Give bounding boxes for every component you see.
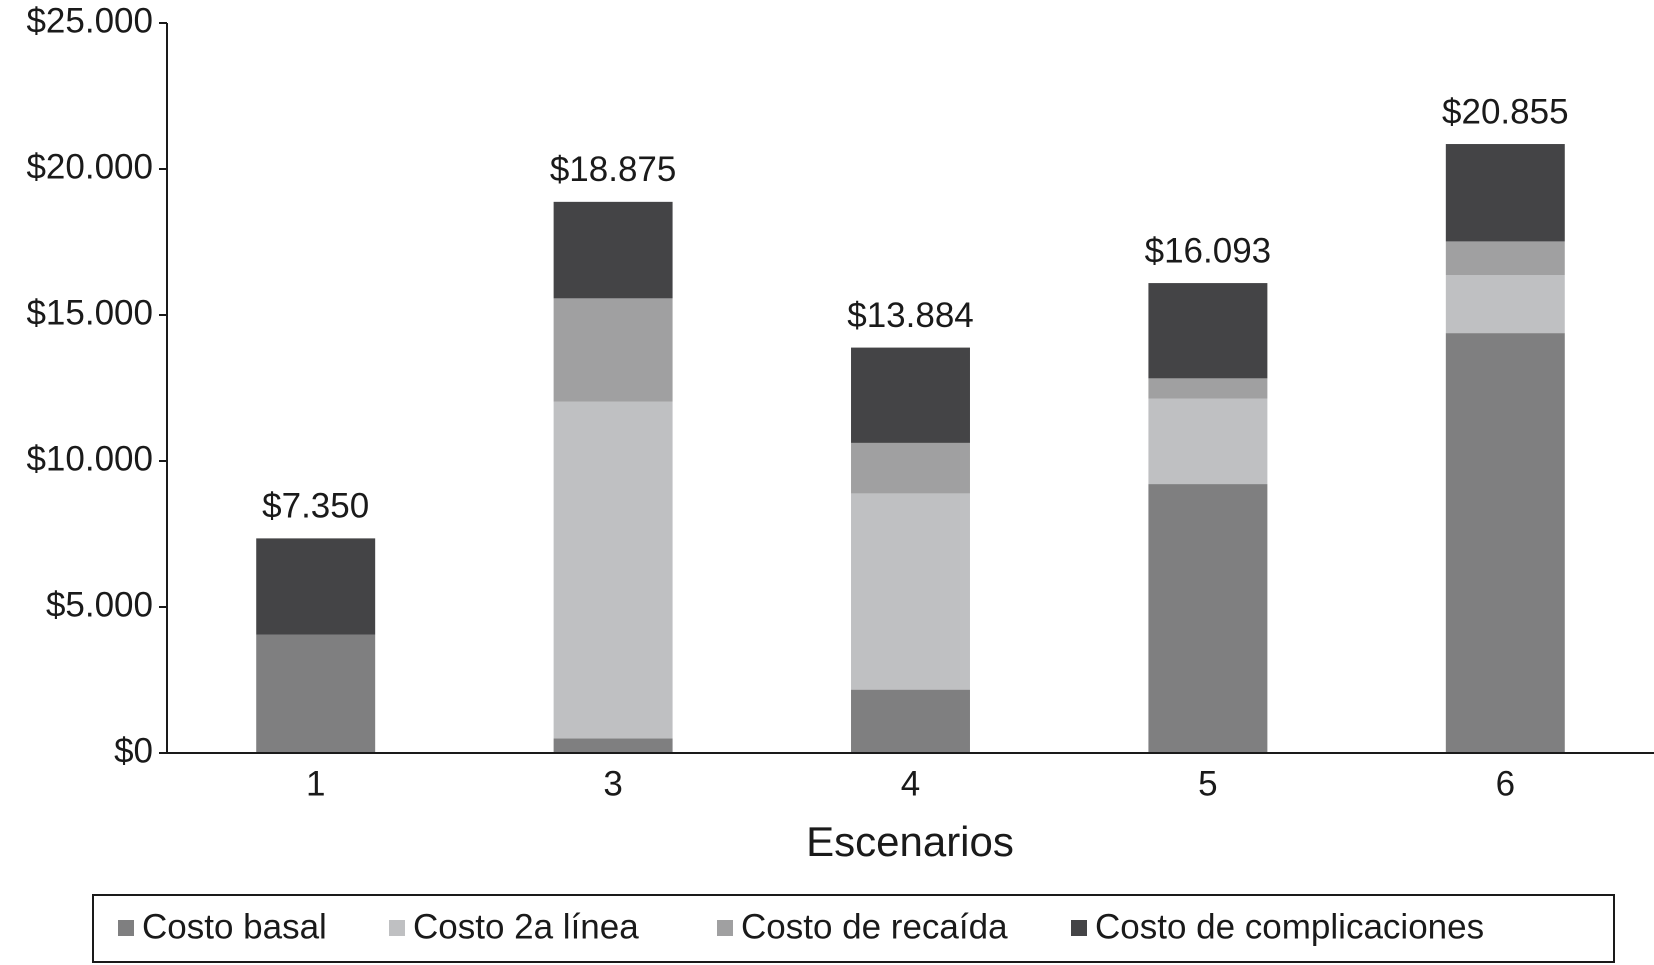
- bar-segment: [1445, 274, 1565, 334]
- legend-swatch: [389, 920, 405, 936]
- total-label: $13.884: [847, 296, 974, 335]
- legend-swatch: [118, 920, 134, 936]
- y-tick-label: $0: [114, 731, 153, 770]
- legend-swatch: [717, 920, 733, 936]
- total-label: $20.855: [1442, 92, 1569, 131]
- bar-segment: [553, 401, 673, 739]
- bar-segment: [256, 634, 376, 753]
- x-tick-label: 4: [901, 764, 920, 803]
- bar-segment: [553, 738, 673, 753]
- legend-label: Costo 2a línea: [413, 907, 639, 946]
- legend-box: [92, 894, 1615, 963]
- bar-segment: [1445, 241, 1565, 275]
- bar-segment: [851, 442, 970, 494]
- y-tick-label: $25.000: [26, 1, 153, 40]
- total-label: $18.875: [550, 150, 677, 189]
- x-axis-title: Escenarios: [806, 818, 1014, 865]
- total-label: $16.093: [1145, 231, 1272, 270]
- y-tick-label: $15.000: [26, 293, 153, 332]
- bar-segment: [851, 493, 970, 690]
- bar-segment: [1148, 378, 1268, 399]
- bar-segment: [1148, 398, 1268, 485]
- total-label: $7.350: [262, 487, 369, 526]
- x-tick-label: 6: [1496, 764, 1515, 803]
- bar-segment: [1445, 144, 1565, 242]
- bar-segment: [1148, 484, 1268, 753]
- bar-segment: [851, 347, 970, 443]
- bar-segment: [256, 538, 376, 635]
- bar-segment: [553, 201, 673, 299]
- legend-label: Costo de recaída: [741, 907, 1008, 946]
- bar-segment: [851, 689, 970, 753]
- bar-segment: [1445, 333, 1565, 753]
- y-tick-label: $10.000: [26, 439, 153, 478]
- y-tick-label: $5.000: [46, 585, 153, 624]
- legend-label: Costo de complicaciones: [1095, 907, 1484, 946]
- bar-segment: [1148, 283, 1268, 379]
- x-tick-label: 5: [1198, 764, 1217, 803]
- x-tick-label: 1: [306, 764, 325, 803]
- legend-swatch: [1071, 920, 1087, 936]
- y-tick-label: $20.000: [26, 147, 153, 186]
- legend-label: Costo basal: [142, 907, 327, 946]
- x-tick-label: 3: [603, 764, 622, 803]
- bar-segment: [553, 298, 673, 402]
